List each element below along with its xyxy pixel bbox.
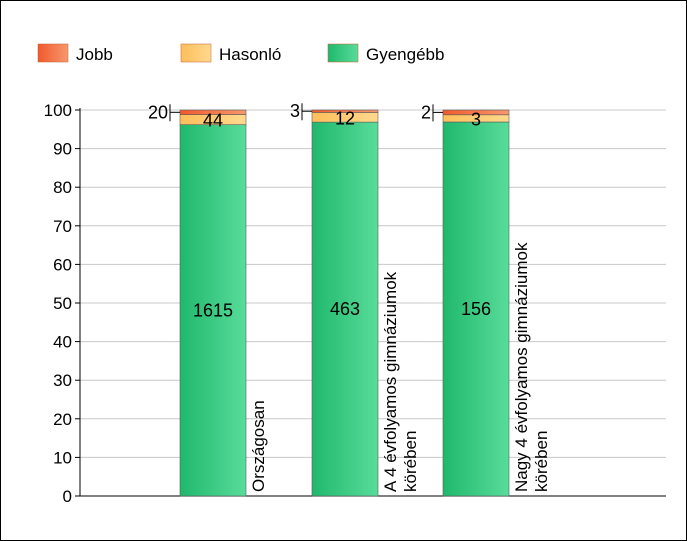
category-label-line-3-2: körében bbox=[532, 431, 551, 492]
bar-gyengebb-2 bbox=[311, 121, 379, 497]
category-label-text-1: Országosan bbox=[249, 400, 268, 492]
y-tick-label-40: 40 bbox=[53, 333, 72, 352]
category-label-1: Országosan bbox=[249, 400, 268, 492]
y-tick-label-60: 60 bbox=[53, 255, 72, 274]
chart-legend: Jobb Hasonló Gyengébb bbox=[37, 43, 444, 64]
legend-label-jobb: Jobb bbox=[76, 45, 113, 64]
y-tick-label-70: 70 bbox=[53, 217, 72, 236]
y-tick-label-30: 30 bbox=[53, 371, 72, 390]
y-tick-label-20: 20 bbox=[53, 410, 72, 429]
legend-swatch-gyengebb bbox=[327, 43, 359, 63]
category-label-text-2: A 4 évfolyamos gimnáziumokkörében bbox=[381, 271, 420, 492]
bar-gyengebb-1 bbox=[179, 124, 247, 497]
category-label-line-3-1: Nagy 4 évfolyamos gimnáziumok bbox=[512, 242, 531, 492]
bar-value-label-jobb-1: 20 bbox=[148, 102, 168, 122]
bar-value-label-hasonlo-2: 12 bbox=[335, 108, 355, 128]
y-tick-label-90: 90 bbox=[53, 140, 72, 159]
bars: 1615 44 20 463 12 3 156 3 2 bbox=[148, 101, 510, 497]
category-label-line-2-1: A 4 évfolyamos gimnáziumok bbox=[381, 271, 400, 492]
bar-value-label-gyengebb-1: 1615 bbox=[193, 300, 233, 320]
bar-value-label-hasonlo-1: 44 bbox=[203, 111, 223, 131]
y-tick-label-50: 50 bbox=[53, 294, 72, 313]
bar-value-label-gyengebb-3: 156 bbox=[461, 299, 491, 319]
category-label-2: A 4 évfolyamos gimnáziumokkörében bbox=[381, 271, 420, 492]
y-tick-label-10: 10 bbox=[53, 448, 72, 467]
y-tick-label-0: 0 bbox=[63, 487, 72, 506]
category-labels: Országosan A 4 évfolyamos gimnáziumokköré… bbox=[249, 242, 551, 492]
y-tick-label-80: 80 bbox=[53, 178, 72, 197]
legend-swatch-hasonlo bbox=[180, 43, 212, 63]
legend-label-gyengebb: Gyengébb bbox=[366, 45, 444, 64]
legend-label-hasonlo: Hasonló bbox=[219, 45, 281, 64]
bar-value-label-gyengebb-2: 463 bbox=[330, 299, 360, 319]
bar-value-label-hasonlo-3: 3 bbox=[471, 109, 481, 129]
bar-value-label-jobb-2: 3 bbox=[290, 101, 300, 121]
category-label-line-1-1: Országosan bbox=[249, 400, 268, 492]
bar-gyengebb-3 bbox=[442, 121, 510, 497]
category-label-3: Nagy 4 évfolyamos gimnáziumokkörében bbox=[512, 242, 551, 492]
y-tick-label-100: 100 bbox=[44, 101, 72, 120]
legend-swatch-jobb bbox=[37, 43, 69, 63]
category-label-line-2-2: körében bbox=[401, 431, 420, 492]
category-label-text-3: Nagy 4 évfolyamos gimnáziumokkörében bbox=[512, 242, 551, 492]
bar-value-label-jobb-3: 2 bbox=[421, 102, 431, 122]
